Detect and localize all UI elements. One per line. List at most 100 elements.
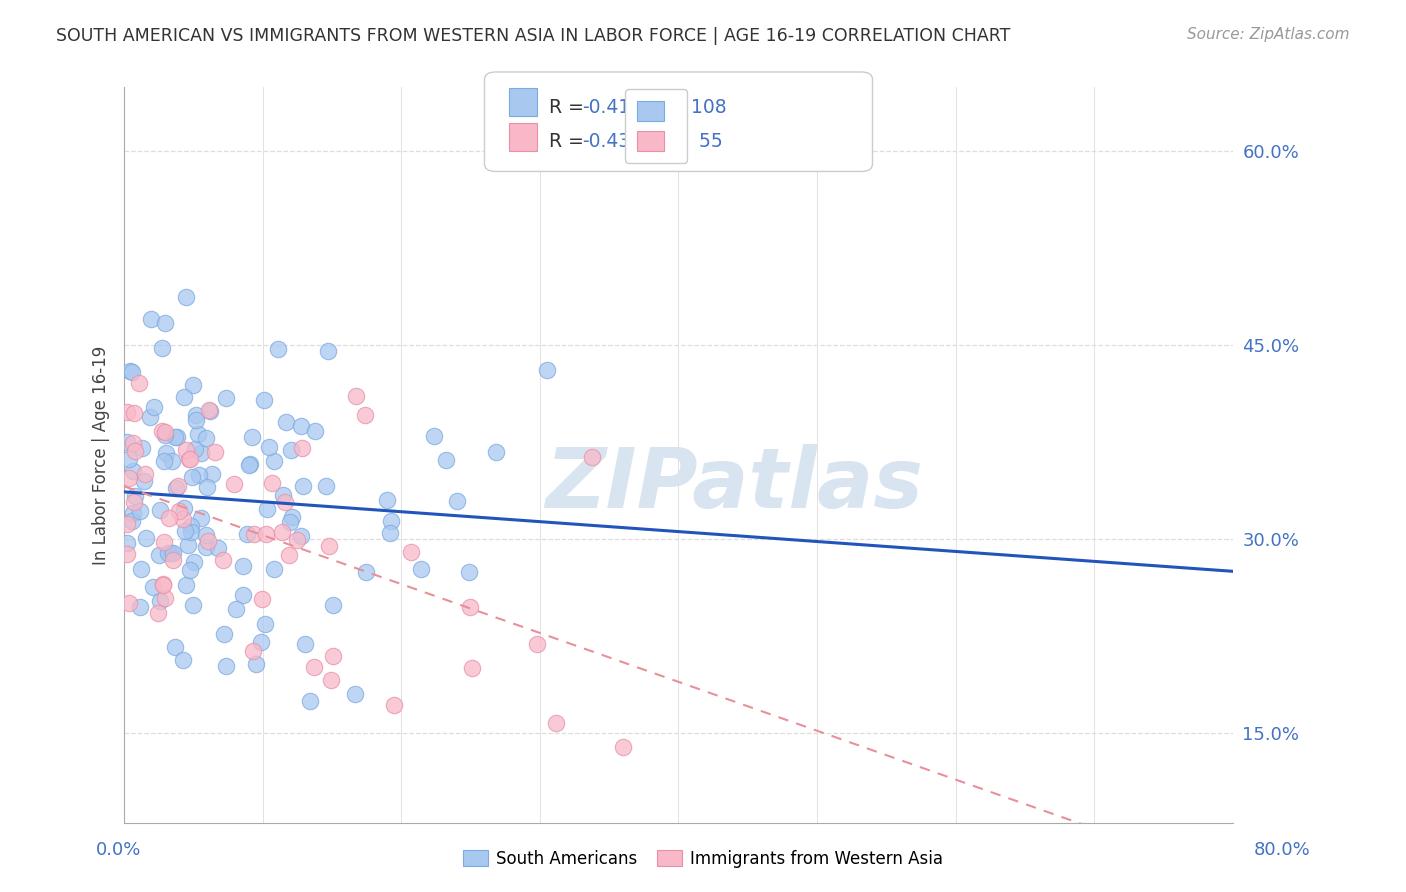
- Point: [183, 555, 205, 569]
- Point: [225, 601, 247, 615]
- Point: [198, 404, 221, 418]
- Point: [174, 578, 197, 592]
- Point: [156, 546, 179, 560]
- Point: [253, 393, 276, 408]
- Point: [612, 740, 634, 755]
- Point: [152, 535, 174, 549]
- Point: [184, 413, 207, 427]
- Point: [128, 376, 150, 391]
- Point: [423, 429, 446, 443]
- Point: [129, 562, 152, 576]
- Point: [197, 533, 219, 548]
- Point: [172, 652, 194, 666]
- Point: [536, 363, 558, 377]
- Point: [162, 553, 184, 567]
- Point: [399, 545, 422, 559]
- Point: [152, 578, 174, 592]
- Point: [166, 430, 188, 444]
- Point: [198, 403, 221, 417]
- Legend: , : ,: [626, 89, 688, 163]
- Point: [278, 515, 301, 529]
- Point: [354, 566, 377, 580]
- Point: [458, 566, 481, 580]
- Point: [172, 512, 194, 526]
- Point: [129, 504, 152, 518]
- Point: [155, 591, 177, 605]
- Point: [153, 425, 176, 440]
- Point: [245, 657, 267, 671]
- Point: [184, 442, 207, 456]
- Point: [120, 364, 142, 378]
- Point: [173, 500, 195, 515]
- Point: [167, 504, 190, 518]
- Point: [485, 445, 508, 459]
- Point: [212, 627, 235, 641]
- Point: [118, 596, 141, 610]
- Point: [142, 400, 165, 414]
- Y-axis label: In Labor Force | Age 16-19: In Labor Force | Age 16-19: [93, 345, 110, 565]
- Point: [276, 415, 298, 429]
- Point: [322, 648, 344, 663]
- Point: [134, 475, 156, 489]
- Point: [232, 589, 254, 603]
- Point: [139, 312, 162, 326]
- Point: [128, 600, 150, 615]
- Point: [460, 599, 482, 614]
- Point: [461, 661, 484, 675]
- Point: [124, 444, 146, 458]
- Point: [207, 541, 229, 555]
- Point: [321, 673, 343, 688]
- Point: [153, 316, 176, 330]
- Point: [157, 511, 180, 525]
- Point: [224, 477, 246, 491]
- Point: [238, 458, 260, 472]
- Text: N =: N =: [654, 98, 696, 117]
- Point: [174, 443, 197, 458]
- Point: [354, 408, 377, 422]
- Point: [174, 524, 197, 539]
- Point: [188, 468, 211, 483]
- Point: [177, 538, 200, 552]
- Point: [257, 440, 280, 454]
- Point: [181, 598, 204, 612]
- Point: [322, 598, 344, 612]
- Point: [236, 527, 259, 541]
- Point: [212, 553, 235, 567]
- Point: [250, 634, 273, 648]
- FancyBboxPatch shape: [485, 72, 873, 171]
- Point: [254, 527, 277, 541]
- Point: [180, 524, 202, 539]
- Point: [434, 453, 457, 467]
- Point: [121, 436, 143, 450]
- Point: [162, 454, 184, 468]
- Point: [122, 464, 145, 478]
- Point: [382, 698, 405, 712]
- Point: [290, 418, 312, 433]
- Text: 108: 108: [690, 98, 727, 117]
- Text: SOUTH AMERICAN VS IMMIGRANTS FROM WESTERN ASIA IN LABOR FORCE | AGE 16-19 CORREL: SOUTH AMERICAN VS IMMIGRANTS FROM WESTER…: [56, 27, 1011, 45]
- Point: [256, 502, 278, 516]
- Point: [122, 495, 145, 509]
- Point: [271, 488, 294, 502]
- Point: [346, 389, 368, 403]
- Point: [254, 617, 277, 632]
- Point: [304, 659, 326, 673]
- Point: [153, 453, 176, 467]
- Point: [122, 406, 145, 420]
- Point: [304, 424, 326, 438]
- Text: ZIPatlas: ZIPatlas: [546, 444, 922, 525]
- Text: 80.0%: 80.0%: [1254, 840, 1310, 858]
- Point: [274, 495, 297, 509]
- Point: [115, 405, 138, 419]
- Point: [142, 580, 165, 594]
- Point: [181, 377, 204, 392]
- Point: [215, 391, 238, 405]
- Point: [115, 434, 138, 449]
- Point: [186, 409, 208, 423]
- Point: [135, 531, 157, 545]
- Point: [195, 431, 218, 445]
- Bar: [509, 123, 537, 151]
- Point: [138, 409, 160, 424]
- Point: [190, 446, 212, 460]
- Text: R =: R =: [548, 98, 589, 117]
